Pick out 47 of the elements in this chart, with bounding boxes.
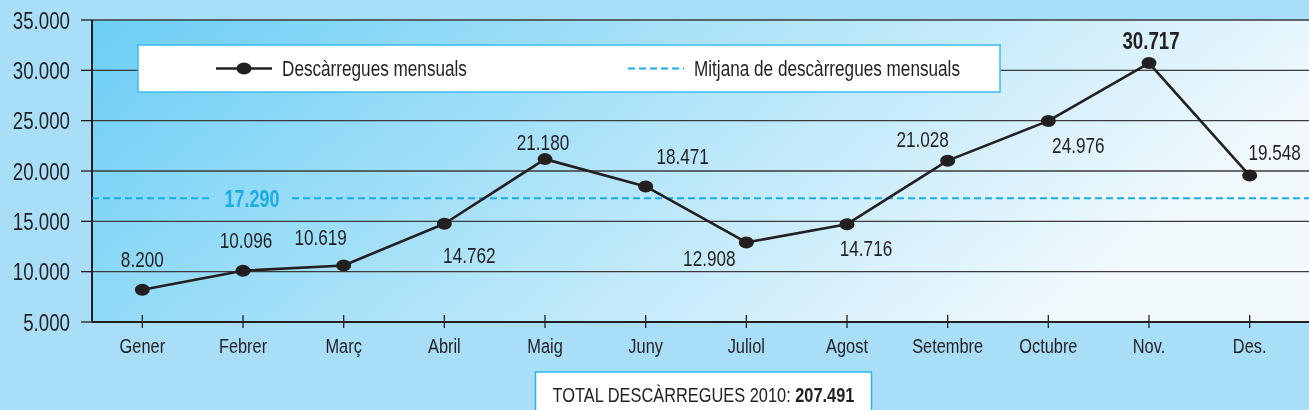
- x-tick-label: Juliol: [727, 334, 765, 358]
- point: [738, 236, 754, 249]
- data-label: 30.717: [1122, 27, 1180, 55]
- annotation: 17.290: [224, 185, 280, 212]
- x-tick-label: Juny: [628, 334, 664, 358]
- y-tick-label: 20.000: [12, 158, 71, 186]
- legend-label: Mitjana de descàrregues mensuals: [694, 56, 961, 81]
- point: [134, 283, 150, 296]
- y-tick-label: 30.000: [12, 57, 71, 85]
- data-label: 18.471: [656, 144, 709, 169]
- point: [1242, 169, 1258, 182]
- data-label: 21.028: [896, 126, 949, 152]
- point: [1141, 57, 1157, 70]
- x-tick-label: Maig: [527, 334, 563, 358]
- data-label: 10.619: [294, 225, 347, 250]
- text: TOTAL DESCÀRREGUES 2010: 207.491: [552, 383, 855, 407]
- data-label: 24.976: [1052, 132, 1105, 158]
- x-tick-label: Des.: [1232, 334, 1267, 358]
- y-tick-label: 15.000: [12, 208, 71, 236]
- x-tick-label: Nov.: [1132, 334, 1166, 358]
- y-tick-label: 10.000: [12, 259, 71, 286]
- x-tick-label: Març: [325, 334, 362, 358]
- data-label: 21.180: [516, 130, 570, 155]
- point: [537, 153, 553, 166]
- point: [839, 218, 855, 231]
- data-label: 8.200: [120, 246, 164, 272]
- x-tick-label: Agost: [826, 334, 869, 358]
- x-tick-label: Setembre: [912, 334, 984, 358]
- point: [638, 180, 654, 193]
- x-tick-label: Febrer: [218, 334, 268, 358]
- data-label: 19.548: [1248, 139, 1301, 165]
- y-tick-label: 25.000: [12, 108, 71, 135]
- y-tick-label: 35.000: [12, 7, 71, 35]
- y-tick-label: 5.000: [23, 309, 71, 337]
- point: [1040, 114, 1056, 127]
- data-label: 14.762: [443, 242, 496, 268]
- x-tick-label: Gener: [119, 334, 166, 358]
- x-tick-label: Abril: [427, 334, 461, 358]
- x-tick-label: Octubre: [1019, 334, 1078, 358]
- legend-label: Descàrregues mensuals: [282, 56, 468, 81]
- data-label: 10.096: [219, 227, 273, 253]
- point: [436, 217, 452, 230]
- data-label: 14.716: [839, 236, 893, 261]
- data-label: 12.908: [683, 246, 736, 271]
- point: [235, 264, 251, 277]
- point: [336, 259, 352, 272]
- point: [940, 154, 956, 167]
